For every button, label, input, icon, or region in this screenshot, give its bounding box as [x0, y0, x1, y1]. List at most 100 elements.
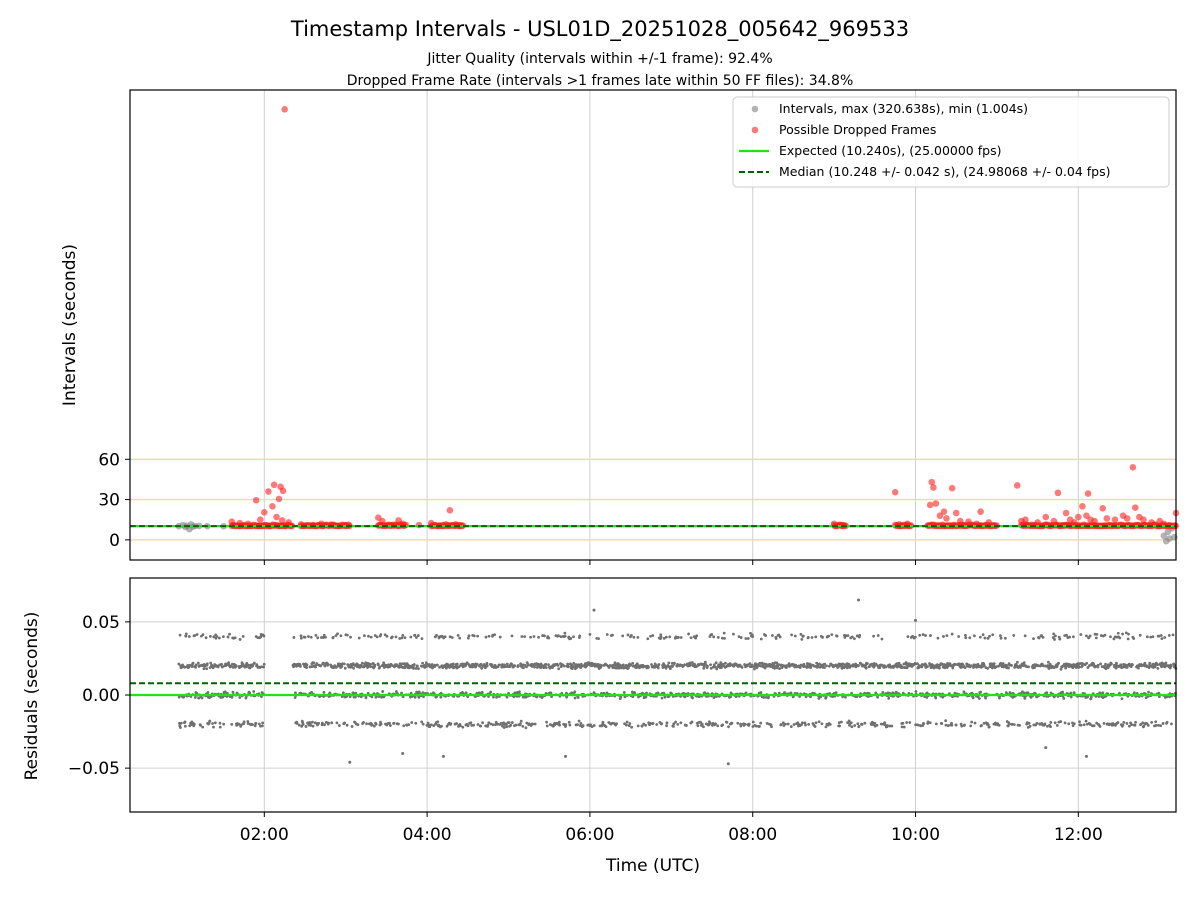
residual-point [206, 691, 210, 694]
residual-point [226, 635, 230, 639]
residual-point [830, 633, 834, 637]
residual-point [924, 634, 927, 637]
residual-point [513, 664, 517, 668]
residual-point [323, 723, 326, 727]
residual-point [502, 726, 506, 729]
residual-point [566, 665, 570, 669]
residual-point [208, 719, 212, 723]
residual-point [537, 635, 540, 639]
residual-point [1069, 695, 1073, 699]
residual-point [810, 636, 814, 639]
residual-point [940, 722, 944, 725]
residual-point [743, 722, 747, 726]
residual-point [749, 631, 752, 635]
legend: Intervals, max (320.638s), min (1.004s) … [732, 96, 1170, 188]
x-tick-label: 08:00 [728, 825, 777, 845]
residual-point [322, 690, 326, 694]
residuals-panel: 0.05 0.00 −0.05 02:00 04:00 06:00 08:00 10:00 1… [22, 577, 1178, 876]
residual-point [737, 635, 741, 639]
residual-point [260, 724, 264, 728]
residual-point [905, 721, 909, 724]
residual-point [644, 723, 648, 727]
residual-point [621, 634, 625, 638]
residual-point [746, 637, 750, 640]
residual-point [651, 634, 655, 637]
residual-point [510, 662, 514, 666]
residual-point [369, 635, 373, 639]
chart-subtitle-jitter: Jitter Quality (intervals within +/-1 fr… [426, 51, 772, 67]
residual-point [565, 695, 569, 699]
residual-point [1010, 664, 1013, 667]
residual-point [510, 721, 514, 724]
dropped-frame-point [956, 517, 964, 525]
residual-point [293, 662, 297, 666]
residual-point [819, 695, 823, 699]
residual-point [251, 723, 254, 726]
residual-point [520, 635, 524, 638]
residual-point [954, 723, 958, 727]
residual-point [200, 696, 204, 700]
dropped-frame-point [1034, 519, 1041, 526]
residual-point [367, 634, 370, 638]
residual-point [662, 636, 666, 640]
residual-point [784, 722, 787, 726]
residual-point [720, 636, 724, 640]
residual-point [252, 690, 256, 693]
residuals-y-tick-label: 0.05 [82, 613, 120, 633]
residual-point [199, 723, 202, 727]
residual-point [800, 637, 804, 641]
residual-point [379, 633, 383, 636]
residual-point [343, 721, 347, 725]
legend-dropped-marker [751, 126, 759, 134]
residual-point [409, 691, 413, 695]
residual-point [721, 723, 725, 727]
residual-point [1049, 721, 1053, 724]
dropped-frame-point [427, 519, 435, 527]
residual-point [973, 721, 977, 725]
residual-point [806, 636, 810, 639]
residual-point [563, 631, 567, 635]
residual-point [357, 636, 361, 640]
residual-point [1160, 637, 1164, 641]
residual-point [449, 722, 453, 726]
residual-point [628, 722, 632, 725]
residual-point [725, 721, 729, 724]
residual-point [581, 724, 585, 727]
residual-point [619, 695, 623, 699]
residual-point [494, 720, 498, 724]
residual-point [545, 724, 549, 728]
residual-point [436, 663, 439, 667]
residual-point [300, 724, 304, 728]
residual-point [689, 663, 692, 667]
residual-point [787, 662, 791, 666]
residual-point [191, 661, 195, 665]
residual-point [259, 635, 263, 639]
residual-point [759, 637, 763, 641]
residual-point [646, 666, 650, 669]
residual-point [188, 663, 192, 667]
residual-point [942, 635, 945, 638]
residual-outlier-point [857, 598, 861, 602]
residual-point [783, 691, 786, 694]
residual-point [437, 723, 441, 727]
dropped-frame-point [1148, 519, 1155, 526]
residual-point [636, 724, 640, 728]
residual-point [247, 663, 250, 667]
residual-point [475, 662, 479, 666]
residual-point [740, 665, 744, 669]
residual-point [997, 723, 1001, 727]
residual-point [1001, 662, 1005, 665]
residual-point [963, 666, 967, 670]
residual-point [1016, 660, 1019, 664]
residual-point [918, 633, 922, 637]
residual-point [786, 722, 790, 726]
residual-point [716, 724, 720, 728]
residual-point [1102, 721, 1106, 725]
dropped-frame-point [940, 508, 948, 515]
residual-point [1037, 636, 1041, 640]
residual-point [509, 723, 513, 727]
residual-point [1109, 635, 1112, 639]
chart-title: Timestamp Intervals - USL01D_20251028_00… [290, 17, 909, 42]
residual-point [1077, 665, 1081, 669]
residual-point [193, 634, 197, 637]
